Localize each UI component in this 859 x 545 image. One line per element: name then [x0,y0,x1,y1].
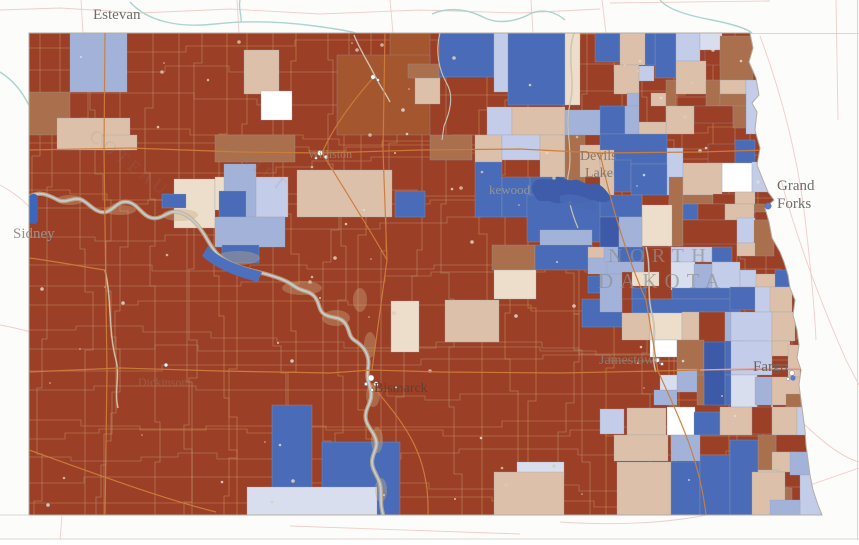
svg-text:Bismarck: Bismarck [374,381,428,396]
svg-text:Williston: Williston [308,147,352,161]
svg-text:Lake: Lake [585,166,613,181]
svg-text:Fargo: Fargo [753,359,788,375]
svg-text:Devils: Devils [580,149,617,164]
svg-text:Estevan: Estevan [93,7,141,23]
svg-text:NORTH: NORTH [608,245,713,267]
svg-text:Dickinson: Dickinson [138,375,187,389]
svg-text:DAKOTA: DAKOTA [598,269,727,293]
svg-text:Jamestown: Jamestown [599,353,661,368]
svg-text:kewood: kewood [489,182,531,197]
svg-text:Grand: Grand [777,178,815,194]
svg-text:Forks: Forks [777,196,811,212]
svg-text:Sidney: Sidney [13,226,55,242]
